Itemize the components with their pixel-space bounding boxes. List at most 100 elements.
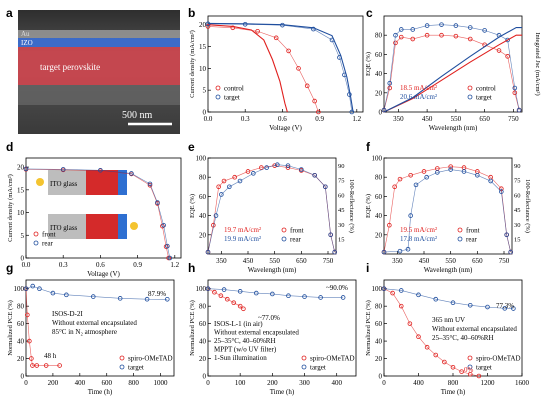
panel-text: 25–35°C, 40–60%RH: [214, 337, 276, 345]
legend-marker: [33, 240, 39, 246]
data-point: [231, 300, 237, 305]
x-axis-label: Voltage (V): [269, 124, 302, 132]
y-tick-label: 0: [203, 109, 207, 117]
data-point: [57, 363, 62, 368]
series-connector-1: [383, 288, 514, 309]
data-point: [205, 24, 211, 29]
y-axis-label: Current density (mA/cm²): [189, 30, 196, 98]
y2-tick-label: 60: [514, 192, 521, 199]
data-point: [312, 98, 317, 104]
x-tick-label: 750: [323, 257, 334, 265]
x-tick-label: 100: [235, 379, 246, 387]
legend-marker: [281, 227, 287, 233]
panel-text: 365 nm UV: [432, 316, 465, 324]
data-point: [286, 48, 291, 54]
data-point: [205, 286, 211, 292]
data-point: [511, 306, 516, 311]
data-point: [416, 292, 421, 298]
series-line-2: [207, 22, 354, 113]
y2-tick-label: 30: [514, 222, 521, 229]
data-point: [316, 109, 321, 115]
data-point: [50, 290, 56, 296]
data-point: [270, 291, 275, 297]
annotation: 19.9 mA/cm²: [224, 235, 261, 243]
y-tick-label: 100: [14, 285, 25, 293]
series-connector-1: [25, 168, 171, 259]
data-point: [221, 287, 227, 292]
data-point: [275, 162, 280, 168]
data-point: [397, 248, 403, 254]
legend-label: front: [42, 231, 56, 239]
y2-tick-label: 45: [514, 207, 521, 214]
data-point: [408, 213, 413, 218]
data-point: [461, 169, 467, 174]
data-point: [467, 36, 473, 42]
data-point: [442, 359, 447, 365]
x-tick-label: 1600: [515, 379, 530, 387]
data-point: [381, 249, 387, 255]
x-tick-label: 0.0: [204, 115, 213, 123]
data-point: [381, 286, 387, 292]
data-point: [225, 296, 230, 302]
annotation: 48 h: [44, 352, 57, 360]
y-tick-label: 40: [375, 70, 383, 78]
data-point: [435, 170, 440, 175]
sun-icon: [130, 222, 138, 230]
legend-marker: [119, 355, 125, 361]
data-point: [164, 296, 170, 302]
x-axis-label: Wavelength (nm): [429, 124, 478, 132]
data-point: [393, 40, 398, 46]
data-point: [508, 249, 513, 255]
y-tick-label: 80: [199, 303, 207, 311]
inset-front-label: ITO glass: [50, 180, 78, 188]
x-tick-label: 400: [413, 379, 424, 387]
data-point: [329, 37, 335, 43]
data-point: [424, 32, 430, 38]
series-line-3: [383, 26, 522, 113]
y-tick-label: 20: [199, 21, 207, 29]
x-tick-label: 200: [267, 379, 278, 387]
data-point: [43, 363, 49, 368]
data-point: [237, 178, 243, 184]
x-tick-label: 1000: [154, 379, 169, 387]
data-point: [512, 90, 518, 96]
data-point: [488, 178, 493, 184]
data-point: [304, 83, 310, 89]
panel-d-inset-rear: ITO glass: [48, 214, 138, 239]
x-tick-label: 350: [216, 257, 227, 265]
data-point: [264, 165, 269, 170]
data-point: [410, 36, 416, 42]
y-tick-label: 60: [199, 320, 207, 328]
y-tick-label: 80: [375, 303, 383, 311]
legend-marker: [33, 231, 39, 237]
data-point: [311, 26, 316, 32]
data-point: [232, 174, 237, 180]
annotation: 19.5 mA/cm²: [400, 226, 437, 234]
legend-marker: [281, 236, 287, 242]
series-connector-1: [207, 26, 319, 113]
data-point: [499, 189, 504, 194]
y-tick-label: 5: [21, 232, 25, 240]
y-tick-label: 100: [196, 285, 207, 293]
data-point: [60, 167, 66, 172]
legend-label: spiro-OMeTAD: [128, 355, 173, 363]
series-connector-0: [207, 288, 244, 310]
data-point: [90, 294, 96, 299]
data-point: [253, 290, 259, 296]
x-tick-label: 1.2: [170, 261, 179, 269]
data-point: [482, 28, 487, 33]
data-point: [505, 54, 510, 59]
data-point: [476, 373, 482, 379]
legend-label: rear: [42, 240, 54, 248]
series-line-2: [383, 34, 522, 113]
legend-marker: [301, 355, 307, 361]
data-point: [280, 22, 285, 28]
y-tick-label: 20: [199, 355, 207, 363]
chart-d: 0.0 0.3 0.6 0.9 1.2 0 5 10 15 20 Voltage (V) Curren…: [7, 157, 182, 278]
y-tick-label: 15: [17, 186, 25, 194]
y-tick-label: 100: [372, 285, 383, 293]
y-tick-label: 20: [375, 89, 383, 97]
y2-tick-label: 15: [514, 237, 521, 244]
data-point: [218, 293, 224, 299]
data-point: [407, 321, 413, 326]
